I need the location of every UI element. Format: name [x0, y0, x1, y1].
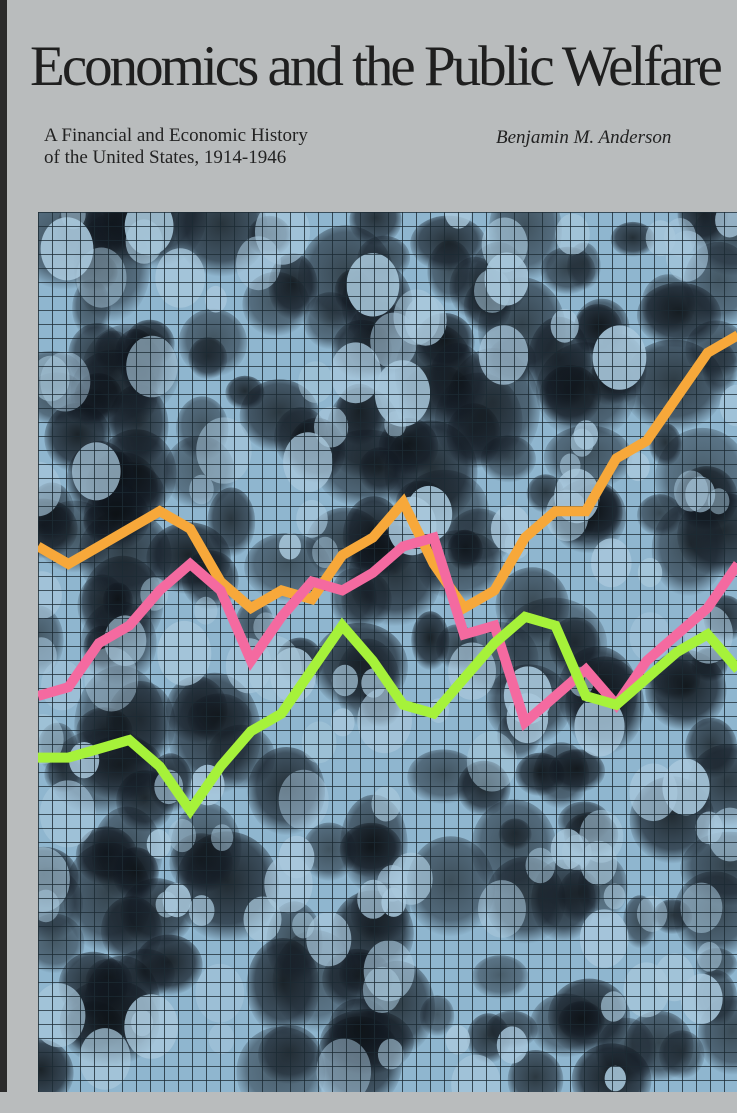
book-author: Benjamin M. Anderson [496, 127, 672, 148]
book-title: Economics and the Public Welfare [30, 35, 723, 98]
spine-edge [0, 0, 7, 1113]
green-trend-line [38, 611, 737, 820]
bottom-margin [0, 1092, 737, 1113]
orange-trend-line [38, 330, 737, 615]
crowd-photo-with-grid [38, 212, 737, 1092]
cover-artwork [38, 212, 737, 1092]
trend-lines [38, 330, 737, 820]
book-subtitle: A Financial and Economic History of the … [44, 125, 444, 169]
grid-overlay [38, 212, 737, 1092]
subtitle-line-1: A Financial and Economic History [44, 125, 308, 146]
subtitle-line-2: of the United States, 1914-1946 [44, 147, 287, 168]
